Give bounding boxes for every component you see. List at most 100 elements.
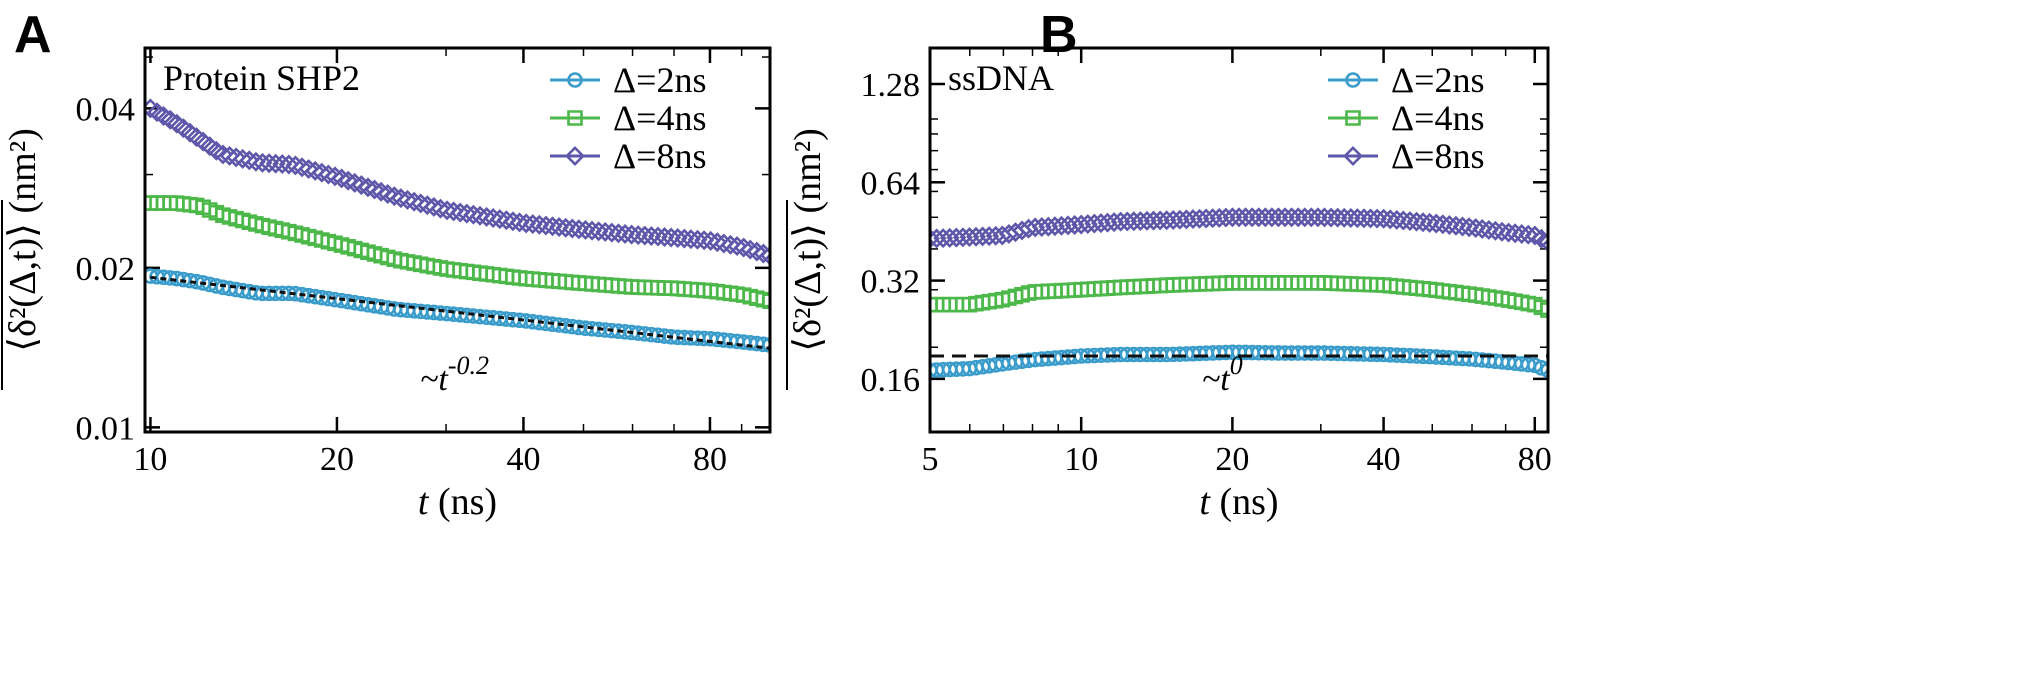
data-point: [713, 233, 734, 254]
data-point: [1413, 212, 1434, 233]
x-tick-label: 10: [1064, 441, 1098, 478]
fit-exponent: 0: [1230, 351, 1243, 380]
data-point: [667, 228, 688, 248]
x-axis-label: t (ns): [418, 481, 497, 523]
data-point: [1367, 208, 1388, 229]
data-point: [555, 217, 576, 238]
y-tick-label: 0.02: [76, 251, 136, 288]
data-point: [760, 245, 770, 266]
data-point: [1268, 207, 1289, 228]
data-point: [1393, 210, 1414, 231]
data-point: [1110, 211, 1131, 232]
data-point: [252, 152, 273, 173]
x-tick-label: 80: [1518, 441, 1552, 478]
data-point: [740, 239, 761, 260]
legend-label: Δ=4ns: [1391, 98, 1484, 138]
data-point: [720, 234, 741, 255]
data-point: [437, 200, 457, 221]
x-tick-label: 40: [1367, 441, 1401, 478]
x-tick-label: 10: [133, 441, 167, 478]
data-point: [417, 195, 438, 216]
x-axis-label: t (ns): [1199, 481, 1278, 523]
data-point: [232, 148, 253, 169]
data-point: [1314, 207, 1335, 228]
data-point: [1136, 210, 1157, 231]
x-tick-label: 80: [693, 441, 727, 478]
data-point: [239, 150, 260, 171]
data-point: [1117, 211, 1138, 232]
data-point: [423, 196, 444, 217]
data-point: [535, 215, 556, 236]
data-point: [1288, 207, 1309, 228]
y-axis-label: ⟨δ²(Δ,t)⟩ (nm²): [787, 128, 829, 352]
data-point: [470, 205, 490, 226]
data-point: [1511, 224, 1532, 244]
data-point: [292, 157, 312, 178]
data-point: [1130, 211, 1151, 231]
data-point: [390, 188, 411, 209]
data-point: [700, 230, 721, 251]
data-point: [278, 154, 299, 175]
data-point: [687, 229, 708, 250]
legend-marker: [567, 110, 583, 126]
data-point: [1321, 207, 1342, 228]
data-point: [746, 241, 767, 262]
data-point: [397, 189, 418, 210]
data-point: [489, 209, 510, 230]
data-point: [674, 228, 695, 249]
x-tick-label: 20: [320, 441, 354, 478]
data-point: [582, 220, 603, 241]
data-point: [357, 177, 378, 198]
data-point: [298, 159, 319, 180]
data-point: [338, 170, 359, 191]
data-point: [615, 223, 635, 244]
data-point: [1007, 288, 1024, 305]
data-point: [1540, 302, 1548, 318]
data-point: [1373, 208, 1394, 229]
data-point: [1472, 219, 1493, 239]
data-point: [259, 153, 280, 174]
data-point: [994, 291, 1011, 308]
data-point: [1485, 220, 1506, 241]
data-point: [1301, 207, 1322, 228]
data-point: [1399, 211, 1420, 232]
fit-line: [150, 275, 770, 350]
y-axis-label: ⟨δ²(Δ,t)⟩ (nm²): [2, 128, 44, 352]
x-tick-label: 5: [922, 441, 939, 478]
y-tick-label: 0.04: [76, 91, 136, 128]
series-3: [930, 207, 1548, 252]
data-point: [1123, 211, 1144, 232]
data-point: [1353, 208, 1374, 229]
data-point: [285, 155, 306, 176]
data-point: [1540, 362, 1548, 379]
data-point: [351, 175, 372, 196]
panel-title: Protein SHP2: [163, 58, 360, 98]
data-point: [1150, 210, 1171, 231]
data-point: [762, 293, 770, 310]
data-point: [1439, 215, 1460, 235]
data-point: [762, 337, 770, 353]
data-point: [1334, 207, 1355, 228]
data-point: [727, 236, 748, 257]
legend-label: Δ=4ns: [613, 98, 706, 138]
data-point: [516, 213, 537, 234]
data-point: [634, 225, 655, 246]
data-point: [1261, 207, 1282, 228]
data-point: [410, 193, 431, 214]
plot-frame: [928, 46, 1550, 434]
data-point: [1432, 214, 1453, 235]
data-point: [1452, 216, 1473, 237]
data-point: [549, 217, 570, 238]
data-point: [608, 223, 629, 244]
panel-title: ssDNA: [948, 58, 1054, 98]
y-tick-label: 1.28: [861, 67, 921, 104]
data-point: [1478, 219, 1499, 240]
data-point: [601, 222, 622, 243]
legend-marker: [565, 146, 585, 166]
series-1: [930, 344, 1548, 379]
data-point: [1505, 223, 1526, 244]
data-point: [456, 203, 477, 224]
data-point: [1229, 207, 1249, 228]
data-point: [1242, 207, 1263, 228]
